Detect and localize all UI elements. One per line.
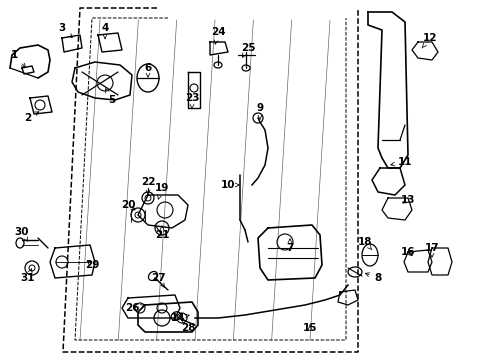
Text: 29: 29 (84, 260, 99, 270)
Text: 10: 10 (220, 180, 239, 190)
Text: 11: 11 (390, 157, 411, 167)
Text: 25: 25 (240, 43, 255, 57)
Text: 7: 7 (286, 239, 293, 253)
Text: 9: 9 (256, 103, 263, 119)
Text: 23: 23 (184, 93, 199, 109)
Text: 12: 12 (421, 33, 436, 48)
Text: 2: 2 (24, 112, 39, 123)
Text: 13: 13 (400, 195, 414, 205)
Text: 31: 31 (20, 269, 35, 283)
Text: 17: 17 (424, 243, 438, 257)
Text: 19: 19 (155, 183, 169, 199)
Text: 14: 14 (170, 313, 189, 323)
Text: 26: 26 (124, 303, 144, 313)
Text: 3: 3 (58, 23, 72, 37)
Text: 22: 22 (141, 177, 155, 194)
Text: 5: 5 (105, 89, 115, 105)
Text: 16: 16 (400, 247, 414, 257)
Text: 27: 27 (150, 273, 165, 287)
Text: 20: 20 (121, 200, 135, 210)
Text: 8: 8 (365, 273, 381, 283)
Text: 15: 15 (302, 323, 317, 333)
Text: 24: 24 (210, 27, 225, 44)
Text: 6: 6 (144, 63, 151, 77)
Text: 30: 30 (15, 227, 29, 241)
Text: 18: 18 (357, 237, 371, 250)
Text: 28: 28 (181, 319, 195, 333)
Text: 4: 4 (101, 23, 108, 39)
Text: 21: 21 (154, 226, 169, 240)
Text: 1: 1 (10, 50, 25, 67)
